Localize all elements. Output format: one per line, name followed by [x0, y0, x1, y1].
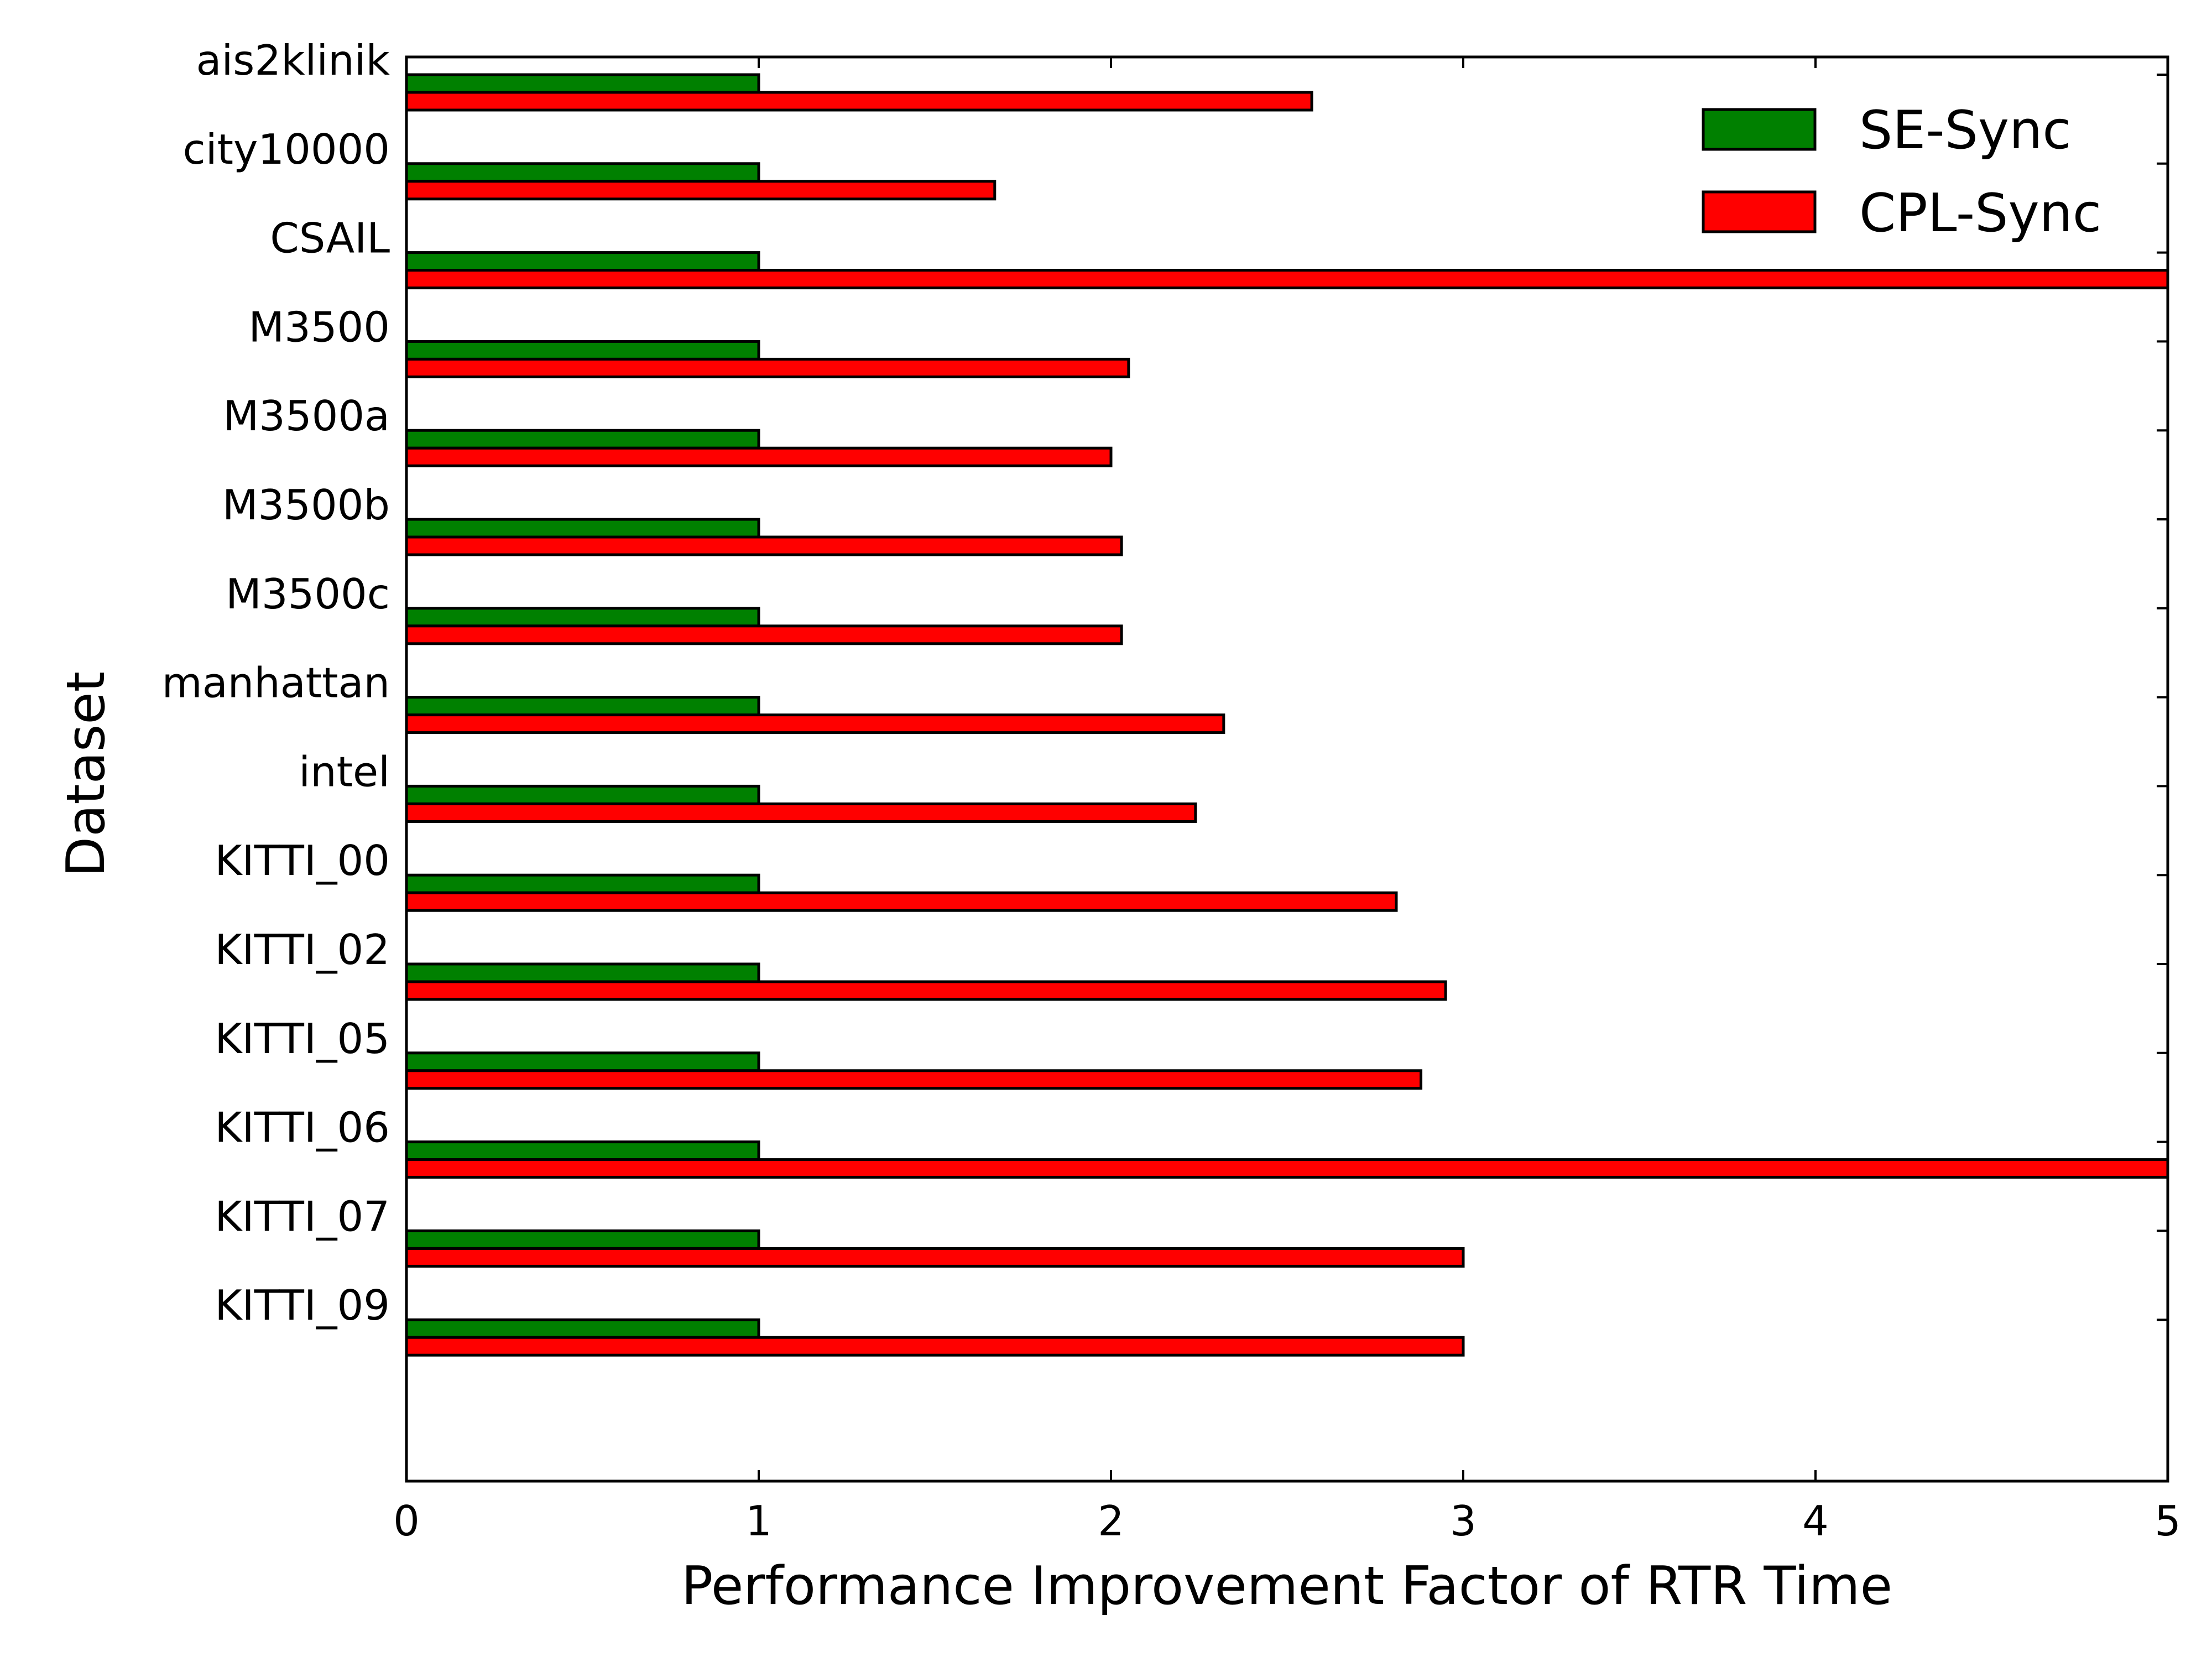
x-axis-title: Performance Improvement Factor of RTR Ti… [681, 1556, 1892, 1617]
category-label-intel: intel [299, 747, 390, 796]
bar-cpl-sync-kitti-07 [405, 1247, 1465, 1268]
bar-cpl-sync-csail [405, 269, 2169, 290]
y-axis-title: Dataset [56, 671, 117, 877]
bar-se-sync-ais2klinik [405, 73, 760, 94]
labels-layer: ais2klinik city10000 CSAIL M3500 M3500a M3500… [162, 36, 2181, 1545]
category-label-kitti-02: KITTI_02 [215, 925, 390, 974]
category-label-city10000: city10000 [183, 125, 390, 174]
bar-cpl-sync-intel [405, 802, 1197, 823]
bar-se-sync-kitti-02 [405, 962, 760, 983]
x-tick-label-5: 5 [2154, 1497, 2181, 1545]
legend-label-cpl-sync: CPL-Sync [1859, 183, 2101, 244]
plot-frame [405, 55, 2169, 1483]
bar-cpl-sync-kitti-06 [405, 1158, 2169, 1179]
bar-se-sync-intel [405, 784, 760, 805]
category-label-m3500c: M3500c [226, 570, 390, 618]
category-label-kitti-09: KITTI_09 [215, 1281, 390, 1330]
bar-se-sync-kitti-06 [405, 1140, 760, 1161]
x-tick-label-4: 4 [1802, 1497, 1829, 1545]
ticks-layer [405, 57, 2169, 1481]
bar-se-sync-city10000 [405, 162, 760, 183]
category-label-kitti-06: KITTI_06 [215, 1103, 390, 1152]
x-tick-label-2: 2 [1098, 1497, 1124, 1545]
category-label-m3500a: M3500a [223, 392, 390, 440]
bar-se-sync-m3500b [405, 518, 760, 539]
category-label-csail: CSAIL [270, 214, 390, 263]
legend-swatch-se-sync [1702, 108, 1817, 151]
x-tick-label-1: 1 [745, 1497, 772, 1545]
bar-se-sync-kitti-09 [405, 1318, 760, 1339]
bar-cpl-sync-kitti-02 [405, 980, 1447, 1001]
x-tick-label-0: 0 [393, 1497, 420, 1545]
category-label-m3500b: M3500b [222, 481, 390, 529]
bar-se-sync-kitti-05 [405, 1051, 760, 1072]
bar-cpl-sync-ais2klinik [405, 91, 1313, 112]
bar-cpl-sync-city10000 [405, 180, 997, 201]
bar-se-sync-m3500c [405, 607, 760, 628]
bar-se-sync-m3500 [405, 340, 760, 361]
bar-cpl-sync-m3500a [405, 446, 1113, 467]
category-label-m3500: M3500 [248, 303, 390, 351]
bar-se-sync-kitti-07 [405, 1229, 760, 1250]
bar-cpl-sync-kitti-00 [405, 891, 1398, 912]
bar-cpl-sync-manhattan [405, 713, 1225, 734]
bar-cpl-sync-m3500b [405, 535, 1123, 556]
bar-cpl-sync-kitti-05 [405, 1069, 1423, 1090]
bar-se-sync-kitti-00 [405, 873, 760, 894]
bar-cpl-sync-kitti-09 [405, 1336, 1465, 1357]
x-tick-label-3: 3 [1450, 1497, 1477, 1545]
category-label-ais2klinik: ais2klinik [196, 36, 390, 85]
legend-swatch-cpl-sync [1702, 190, 1817, 233]
bar-se-sync-manhattan [405, 696, 760, 717]
legend: SE-Sync CPL-Sync [1702, 100, 2101, 244]
bar-cpl-sync-m3500c [405, 624, 1123, 645]
category-label-kitti-05: KITTI_05 [215, 1014, 390, 1063]
category-label-kitti-07: KITTI_07 [215, 1192, 390, 1241]
bar-cpl-sync-m3500 [405, 357, 1130, 378]
bars-layer [405, 73, 2169, 1357]
bar-se-sync-csail [405, 251, 760, 272]
bar-se-sync-m3500a [405, 429, 760, 450]
legend-label-se-sync: SE-Sync [1859, 100, 2072, 161]
category-label-kitti-00: KITTI_00 [215, 836, 390, 885]
category-label-manhattan: manhattan [162, 659, 390, 707]
